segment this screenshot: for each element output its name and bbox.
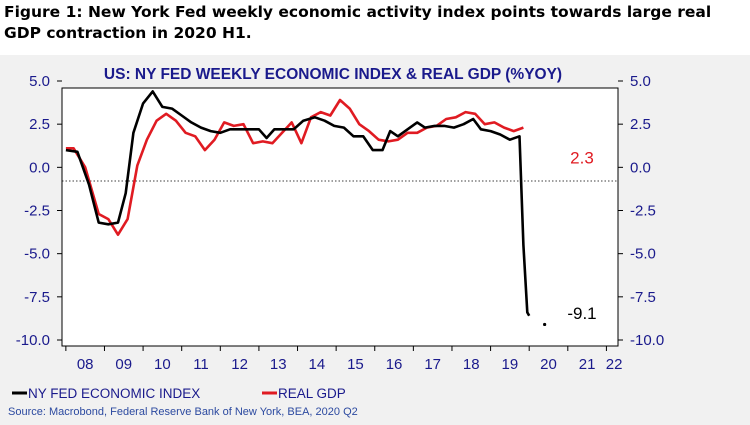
x-tick-label: 19 — [502, 356, 519, 373]
y-tick-label-right: 0.0 — [630, 159, 651, 176]
y-tick-label-left: 5.0 — [29, 73, 50, 90]
series-dot-wei — [543, 322, 547, 327]
end-label-gdp: 2.3 — [570, 149, 594, 168]
x-tick-label: 13 — [270, 356, 287, 373]
y-tick-label-left: -10.0 — [16, 332, 50, 349]
x-tick-label: 20 — [540, 356, 557, 373]
series-line-wei — [65, 90, 531, 317]
x-tick-label: 21 — [579, 356, 596, 373]
figure-title: Figure 1: New York Fed weekly economic a… — [4, 3, 712, 42]
x-tick-label: 16 — [386, 356, 403, 373]
y-tick-label-right: 5.0 — [630, 73, 651, 90]
y-tick-label-right: 2.5 — [630, 116, 651, 133]
x-tick-label: 08 — [77, 356, 94, 373]
y-tick-label-right: -5.0 — [630, 246, 656, 263]
end-label-wei: -9.1 — [567, 304, 596, 323]
x-tick-label: 10 — [154, 356, 171, 373]
source-note: Source: Macrobond, Federal Reserve Bank … — [8, 406, 358, 418]
x-tick-label: 17 — [424, 356, 441, 373]
y-tick-label-left: 0.0 — [29, 159, 50, 176]
y-tick-label-right: -7.5 — [630, 289, 656, 306]
y-tick-label-right: -10.0 — [630, 332, 664, 349]
y-tick-label-right: -2.5 — [630, 203, 656, 220]
line-chart: US: NY FED WEEKLY ECONOMIC INDEX & REAL … — [12, 66, 664, 401]
x-tick-label: 11 — [193, 356, 209, 373]
series-line-gdp — [65, 98, 524, 236]
x-tick-label: 18 — [463, 356, 480, 373]
legend-label-gdp: REAL GDP — [278, 386, 346, 401]
y-tick-label-left: 2.5 — [29, 116, 50, 133]
x-tick-label: 12 — [231, 356, 248, 373]
plot-area — [61, 87, 619, 347]
y-tick-label-left: -2.5 — [24, 203, 50, 220]
x-tick-label: 09 — [115, 356, 132, 373]
x-tick-label: 14 — [308, 356, 325, 373]
chart-title: US: NY FED WEEKLY ECONOMIC INDEX & REAL … — [104, 66, 562, 83]
legend-label-wei: NY FED ECONOMIC INDEX — [28, 386, 200, 401]
x-tick-label: 15 — [347, 356, 364, 373]
y-tick-label-left: -7.5 — [24, 289, 50, 306]
y-tick-label-left: -5.0 — [24, 246, 50, 263]
x-tick-label: 22 — [606, 356, 623, 373]
